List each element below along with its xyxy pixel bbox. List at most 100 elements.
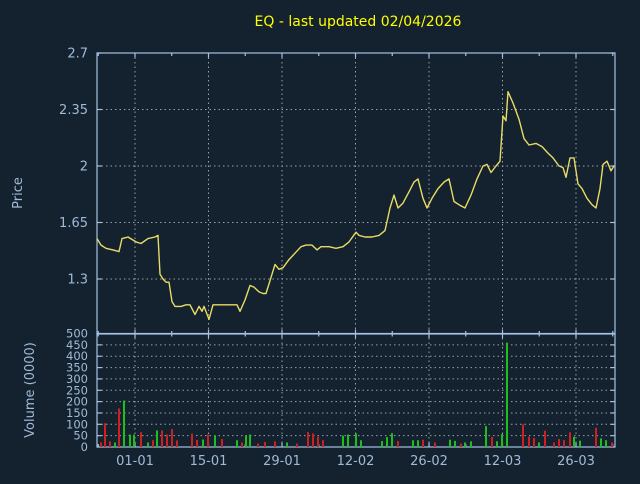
volume-bar xyxy=(460,443,462,447)
volume-bar xyxy=(317,436,319,447)
volume-bar xyxy=(496,441,498,447)
volume-bar xyxy=(312,433,314,447)
volume-bar xyxy=(355,433,357,447)
price-ytick-label: 2 xyxy=(80,160,88,175)
volume-axis-label: Volume (0000) xyxy=(23,342,38,438)
volume-bar xyxy=(412,440,414,447)
volume-bar xyxy=(123,400,125,447)
volume-bar xyxy=(236,440,238,447)
volume-bar xyxy=(464,442,466,447)
volume-bar xyxy=(538,442,540,447)
price-ytick-label: 1.65 xyxy=(59,216,88,231)
volume-bar xyxy=(264,442,266,447)
volume-bar xyxy=(611,442,613,447)
volume-bar xyxy=(118,408,120,447)
volume-bar xyxy=(296,443,298,447)
volume-bar xyxy=(553,442,555,447)
volume-ytick-label: 150 xyxy=(66,406,88,420)
volume-bar xyxy=(147,442,149,447)
date-xtick-label: 15-01 xyxy=(190,454,228,469)
volume-bar xyxy=(214,435,216,447)
volume-ytick-label: 300 xyxy=(66,372,88,386)
volume-bar xyxy=(347,434,349,447)
volume-bar xyxy=(573,436,575,447)
gridlines xyxy=(97,52,615,447)
volume-bar xyxy=(196,439,198,447)
volume-ytick-label: 350 xyxy=(66,361,88,375)
volume-bar xyxy=(241,442,243,447)
volume-bar xyxy=(274,441,276,447)
volume-bar xyxy=(221,439,223,447)
axis-tick-labels: 2.72.3521.651.35004504003503002502001501… xyxy=(59,47,595,470)
price-axis-label: Price xyxy=(11,177,26,209)
volume-bar xyxy=(397,441,399,447)
volume-bar xyxy=(140,432,142,447)
volume-bar xyxy=(501,434,503,447)
volume-ytick-label: 100 xyxy=(66,417,88,431)
volume-ytick-label: 0 xyxy=(81,440,88,454)
volume-bar xyxy=(100,442,102,447)
volume-bar xyxy=(322,440,324,447)
volume-bar xyxy=(249,434,251,447)
price-line xyxy=(96,90,615,321)
volume-bar xyxy=(506,342,508,447)
volume-bar xyxy=(558,439,560,447)
volume-bar xyxy=(129,434,131,447)
volume-bar xyxy=(245,435,247,447)
price-ytick-label: 1.3 xyxy=(67,273,88,288)
price-ytick-label: 2.35 xyxy=(59,103,88,118)
volume-ytick-label: 250 xyxy=(66,383,88,397)
volume-bar xyxy=(156,430,158,447)
price-ytick-label: 2.7 xyxy=(67,47,88,62)
volume-bar xyxy=(171,429,173,447)
date-xtick-label: 12-03 xyxy=(484,454,522,469)
volume-bar xyxy=(470,441,472,447)
volume-bar xyxy=(161,430,163,447)
date-xtick-label: 26-02 xyxy=(410,454,448,469)
volume-bar xyxy=(491,437,493,447)
volume-bar xyxy=(360,440,362,447)
volume-bar xyxy=(605,440,607,447)
volume-bar xyxy=(579,440,581,447)
volume-bar xyxy=(485,426,487,447)
volume-bar xyxy=(422,439,424,447)
volume-bar xyxy=(454,440,456,447)
volume-bar xyxy=(152,440,154,447)
date-xtick-label: 29-01 xyxy=(263,454,301,469)
volume-bar xyxy=(533,437,535,447)
volume-bar xyxy=(342,435,344,447)
volume-bar xyxy=(391,433,393,447)
volume-bar xyxy=(133,434,135,447)
volume-bar xyxy=(381,441,383,447)
date-xtick-label: 01-01 xyxy=(116,454,154,469)
volume-bar xyxy=(207,434,209,447)
volume-bar xyxy=(528,436,530,447)
volume-bar xyxy=(202,439,204,447)
volume-bar xyxy=(595,427,597,447)
volume-bar xyxy=(417,440,419,447)
volume-bar xyxy=(114,442,116,447)
volume-bar xyxy=(286,442,288,447)
chart-title: EQ - last updated 02/04/2026 xyxy=(255,14,462,30)
volume-bar xyxy=(569,432,571,447)
volume-bar xyxy=(544,430,546,447)
volume-bar xyxy=(109,441,111,447)
volume-bar xyxy=(522,424,524,447)
date-xtick-label: 26-03 xyxy=(557,454,595,469)
date-xtick-label: 12-02 xyxy=(337,454,375,469)
volume-bar xyxy=(386,437,388,447)
volume-bar xyxy=(449,439,451,447)
volume-bar xyxy=(307,432,309,447)
volume-bar xyxy=(257,443,259,447)
volume-ytick-label: 200 xyxy=(66,395,88,409)
volume-ytick-label: 450 xyxy=(66,338,88,352)
volume-bar xyxy=(166,434,168,447)
volume-bar xyxy=(563,440,565,447)
volume-ytick-label: 400 xyxy=(66,349,88,363)
volume-bars xyxy=(100,342,613,447)
volume-bar xyxy=(600,438,602,447)
volume-ytick-label: 500 xyxy=(66,327,88,341)
volume-bar xyxy=(434,442,436,447)
